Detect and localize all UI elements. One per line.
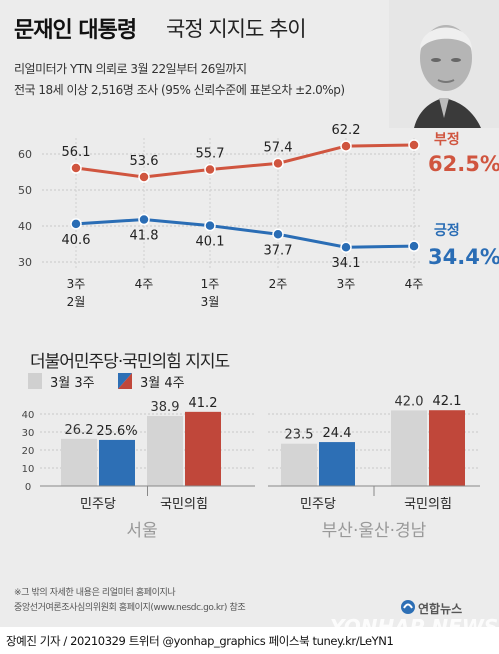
x-tick-label-4: 3주	[337, 277, 356, 291]
data-label-positive-0: 40.6	[62, 233, 91, 248]
y-tick-label-50: 50	[18, 184, 32, 197]
bar-1-0-week3	[281, 443, 317, 486]
y-tick-label-60: 60	[18, 148, 32, 161]
bar-y-tick-10: 10	[22, 464, 35, 475]
credit-bar	[0, 627, 499, 654]
data-label-negative-0: 56.1	[62, 145, 91, 160]
bar-y-tick-20: 20	[22, 446, 35, 457]
bar-y-tick-0: 0	[25, 482, 31, 493]
bar-label-0-0-week4: 25.6%	[96, 424, 137, 439]
yonhap-logo-icon	[401, 600, 415, 614]
region-label-1: 부산·울산·경남	[322, 521, 427, 541]
series-line-positive	[75, 218, 415, 249]
legend-label-week4: 3월 4주	[140, 376, 185, 391]
data-point-positive-5	[408, 240, 420, 252]
data-point-positive-4	[340, 241, 352, 253]
bar-category-1-1: 국민의힘	[404, 497, 452, 512]
bar-1-1-week4	[429, 410, 465, 486]
series-name-positive: 긍정	[434, 222, 460, 239]
data-label-positive-2: 40.1	[196, 235, 225, 250]
bar-label-1-1-week3: 42.0	[395, 394, 424, 409]
approval-line-chart: 30 40 50 60 3주 2월 4주 1주 3월 2주 3주 4주 56.1 53.6 55.7 57.4…	[18, 123, 499, 309]
bar-label-1-0-week4: 24.4	[323, 426, 352, 441]
x-tick-label-2: 1주	[201, 277, 220, 291]
bar-label-0-1-week4: 41.2	[189, 396, 218, 411]
bar-1-1-week3	[391, 410, 427, 486]
data-point-positive-3	[272, 228, 284, 241]
data-point-positive-1	[138, 213, 150, 226]
data-point-negative-3	[272, 157, 284, 170]
x-tick-label-3: 2주	[269, 277, 288, 291]
series-final-value-negative: 62.5%	[428, 152, 499, 176]
page-title: 문재인 대통령	[14, 18, 137, 43]
bar-0-0-week3	[61, 438, 97, 486]
data-point-positive-2	[204, 219, 216, 232]
data-label-positive-1: 41.8	[130, 229, 159, 244]
bar-label-1-0-week3: 23.5	[285, 428, 314, 443]
data-point-negative-5	[408, 139, 420, 151]
data-point-positive-0	[70, 218, 82, 230]
bar-category-0-1: 국민의힘	[160, 497, 208, 512]
region-label-0: 서울	[126, 521, 157, 541]
yonhap-logo: 연합뉴스	[418, 602, 463, 616]
data-label-negative-4: 62.2	[332, 123, 361, 138]
data-point-negative-0	[70, 162, 82, 174]
y-tick-label-40: 40	[18, 220, 32, 233]
bar-label-1-1-week4: 42.1	[433, 394, 462, 409]
bar-label-0-1-week3: 38.9	[151, 400, 180, 415]
data-point-negative-2	[204, 163, 216, 176]
legend-swatch-week4-red	[118, 373, 132, 389]
bar-0-0-week4	[99, 439, 135, 486]
note-line-1: ※그 밖의 자세한 내용은 리얼미터 홈페이지나	[14, 588, 176, 598]
data-label-positive-4: 34.1	[332, 256, 361, 271]
legend-label-week3: 3월 3주	[50, 376, 95, 391]
x-tick-label-0: 3주	[67, 277, 86, 291]
note-line-2: 중앙선거여론조사심의위원회 홈페이지(www.nesdc.go.kr) 참조	[14, 603, 246, 613]
data-label-positive-3: 37.7	[264, 243, 293, 258]
party-support-title: 더불어민주당·국민의힘 지지도	[30, 352, 230, 372]
bar-1-0-week4	[319, 442, 355, 486]
data-point-negative-4	[340, 140, 352, 152]
data-label-negative-3: 57.4	[264, 140, 293, 155]
x-tick-label-0-month: 2월	[67, 295, 86, 309]
series-name-negative: 부정	[434, 131, 460, 148]
series-final-value-positive: 34.4%	[428, 245, 499, 269]
y-tick-label-30: 30	[18, 256, 32, 269]
data-label-negative-1: 53.6	[130, 154, 159, 169]
page-title-rest: 국정 지지도 추이	[166, 17, 307, 41]
credit-line: 장예진 기자 / 20210329 트위터 @yonhap_graphics 페…	[6, 634, 394, 648]
bar-y-tick-30: 30	[22, 428, 35, 439]
x-tick-label-5: 4주	[405, 277, 424, 291]
subtitle-line-2: 전국 18세 이상 2,516명 조사 (95% 신뢰수준에 표본오차 ±2.0…	[14, 83, 345, 97]
series-line-negative	[75, 143, 415, 179]
president-portrait	[389, 0, 499, 128]
data-label-negative-2: 55.7	[196, 146, 225, 161]
data-point-negative-1	[138, 171, 150, 183]
legend-swatch-week3	[28, 373, 42, 389]
x-tick-label-2-month: 3월	[201, 295, 220, 309]
bar-category-0-0: 민주당	[80, 497, 116, 512]
x-tick-label-1: 4주	[135, 277, 154, 291]
bar-label-0-0-week3: 26.2	[65, 423, 94, 438]
subtitle-line-1: 리얼미터가 YTN 의뢰로 3월 22일부터 26일까지	[14, 62, 247, 76]
bar-0-1-week3	[147, 415, 183, 486]
bar-y-tick-40: 40	[22, 410, 35, 421]
bar-0-1-week4	[185, 411, 221, 486]
bar-category-1-0: 민주당	[300, 497, 336, 512]
